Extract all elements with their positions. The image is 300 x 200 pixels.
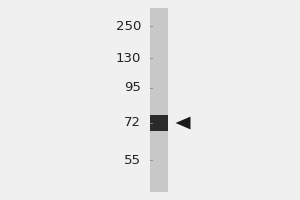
Bar: [150, 115, 168, 131]
Text: 130: 130: [116, 51, 141, 64]
Text: 250: 250: [116, 20, 141, 32]
Text: 55: 55: [124, 154, 141, 166]
Text: 72: 72: [124, 116, 141, 130]
Bar: [150, 8, 168, 192]
Polygon shape: [176, 117, 190, 129]
Text: 95: 95: [124, 81, 141, 94]
